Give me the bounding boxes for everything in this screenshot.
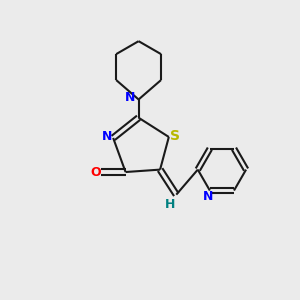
- Text: N: N: [101, 130, 112, 143]
- Text: S: S: [170, 128, 180, 142]
- Text: O: O: [90, 166, 101, 178]
- Text: N: N: [203, 190, 214, 203]
- Text: H: H: [165, 198, 176, 212]
- Text: N: N: [125, 92, 136, 104]
